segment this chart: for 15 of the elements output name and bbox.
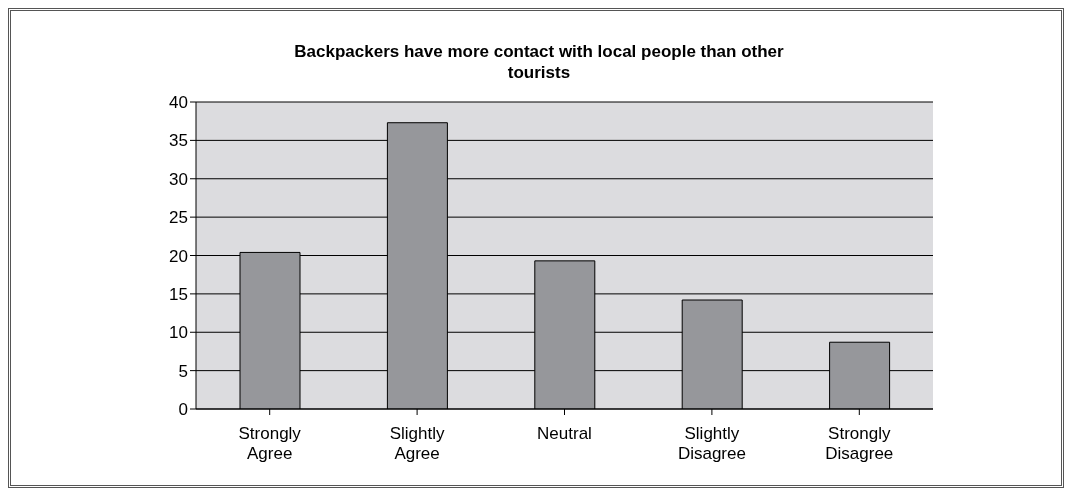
chart-title: Backpackers have more contact with local people than other tourists [293, 41, 785, 83]
x-tick-label: Slightly Disagree [677, 424, 746, 463]
y-tick-label: 0 [178, 400, 188, 420]
y-tick-label: 10 [169, 323, 188, 343]
y-tick-label: 30 [169, 169, 188, 189]
x-tick-label: Strongly Disagree [825, 424, 894, 463]
y-tick-label: 20 [169, 246, 188, 266]
x-tick-label: Slightly Agree [389, 424, 445, 463]
x-tick-label: Strongly Agree [238, 424, 302, 463]
x-tick-label: Neutral [537, 424, 592, 443]
y-tick-label: 40 [169, 93, 188, 113]
y-tick-label: 25 [169, 208, 188, 228]
y-tick-label: 15 [169, 284, 188, 304]
y-tick-label: 5 [178, 361, 188, 381]
y-tick-label: 35 [169, 131, 188, 151]
